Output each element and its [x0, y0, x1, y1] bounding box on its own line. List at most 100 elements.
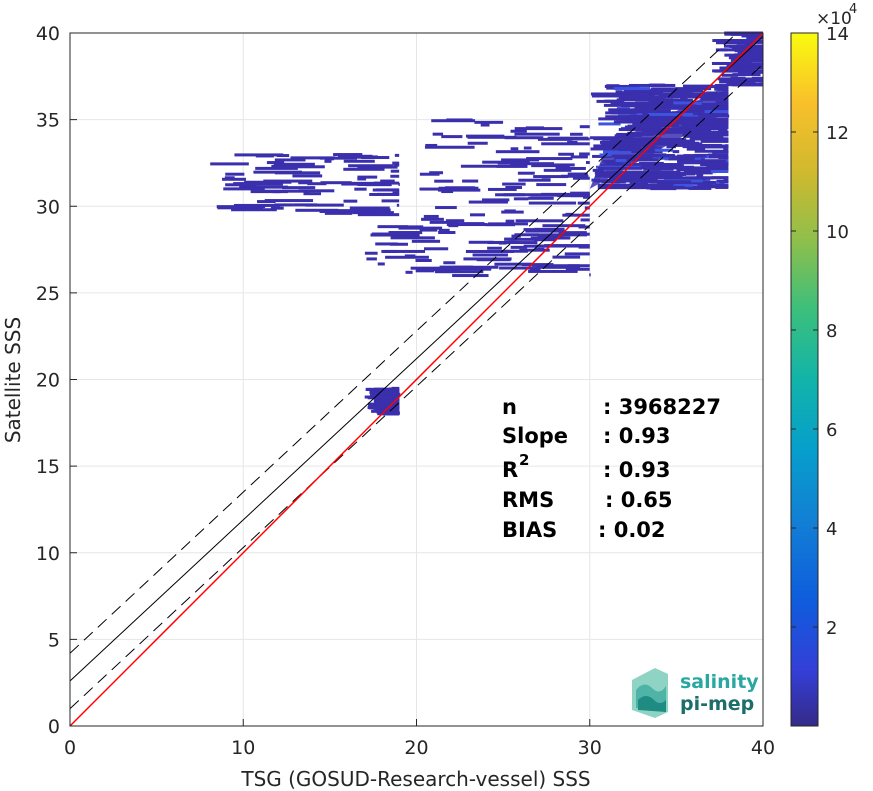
density-cell — [730, 76, 746, 80]
density-cell — [746, 36, 763, 40]
density-cell — [485, 223, 516, 227]
density-cell — [303, 192, 322, 196]
colorbar-ticks: 2 4 6 8 10 12 14 — [791, 24, 849, 639]
density-cell — [421, 217, 444, 221]
density-cell — [714, 126, 729, 130]
density-cell — [223, 187, 265, 191]
density-cell — [255, 166, 298, 170]
density-cell — [613, 141, 626, 145]
stat-rms-label: RMS — [502, 488, 554, 512]
density-cell — [523, 146, 532, 150]
density-cell — [671, 111, 727, 115]
density-cell — [618, 128, 674, 132]
density-cell — [607, 185, 648, 189]
density-cell — [419, 187, 449, 191]
density-cell — [624, 125, 661, 129]
density-cell — [708, 153, 729, 157]
density-cell — [704, 162, 729, 166]
density-cell — [718, 128, 728, 132]
density-cell — [352, 211, 394, 215]
density-cell — [372, 188, 400, 192]
density-cell — [518, 178, 551, 182]
density-cell — [419, 228, 438, 232]
density-cell — [434, 179, 454, 183]
density-cell — [533, 163, 575, 167]
density-cell — [405, 270, 413, 274]
stat-n-value: : 3968227 — [603, 395, 721, 419]
density-cell — [379, 412, 400, 416]
density-cell — [233, 182, 257, 186]
fit-line — [69, 36, 764, 682]
density-cell — [503, 249, 528, 253]
density-cell — [425, 143, 438, 147]
density-cell — [552, 255, 581, 259]
density-cell — [374, 401, 397, 405]
density-cell — [384, 249, 426, 253]
density-cell — [567, 140, 578, 144]
density-cell — [290, 156, 336, 160]
density-cloud — [210, 31, 764, 416]
density-cell — [654, 91, 664, 95]
density-cell — [381, 199, 400, 203]
density-cell — [501, 158, 540, 162]
density-cell — [460, 164, 498, 168]
density-cell — [719, 80, 755, 84]
density-cell — [688, 186, 712, 190]
density-cell — [598, 117, 637, 121]
stat-r2-sup: 2 — [519, 451, 529, 469]
density-cell — [703, 119, 729, 123]
density-cell — [377, 225, 408, 229]
density-cell — [696, 173, 704, 177]
density-cell — [716, 92, 729, 96]
colorbar-multiplier: ×10 — [816, 9, 852, 29]
density-cell — [639, 161, 664, 165]
density-cell — [377, 192, 400, 196]
logo-wave-icon — [632, 668, 668, 718]
density-cell — [683, 144, 717, 148]
density-cell — [274, 158, 306, 162]
density-cell — [615, 159, 627, 163]
density-cell — [561, 174, 589, 178]
density-cell — [375, 242, 398, 246]
density-cell — [366, 257, 377, 261]
density-cell — [574, 232, 582, 236]
density-cell — [515, 219, 564, 223]
density-cell — [390, 236, 435, 240]
density-cell — [547, 136, 588, 140]
density-cell — [510, 245, 528, 249]
density-cell — [633, 108, 652, 112]
density-cell — [496, 164, 528, 168]
density-cell — [390, 242, 408, 246]
density-cell — [359, 208, 391, 212]
density-cell — [697, 105, 719, 109]
density-cell — [737, 51, 763, 55]
density-cell — [254, 182, 283, 186]
density-cell — [720, 150, 729, 154]
density-cell — [239, 185, 288, 189]
stat-bias-label: BIAS — [502, 518, 557, 542]
stat-r2-value: : 0.93 — [603, 458, 671, 482]
density-cell — [270, 206, 284, 210]
density-cell — [472, 253, 508, 257]
density-cell — [354, 187, 367, 191]
density-cell — [675, 87, 712, 91]
density-cell — [504, 237, 516, 241]
density-cell — [292, 174, 323, 178]
density-cell — [424, 145, 475, 149]
density-cell — [611, 111, 637, 115]
density-cell — [504, 240, 516, 244]
density-cell — [714, 69, 753, 73]
density-cell — [567, 172, 588, 176]
density-cell — [438, 231, 456, 235]
density-cell — [697, 182, 713, 186]
density-cell — [504, 209, 516, 213]
density-cell — [305, 203, 344, 207]
x-tick-label: 20 — [404, 737, 428, 759]
density-cell — [256, 200, 276, 204]
density-cell — [348, 164, 393, 168]
density-cell — [398, 226, 443, 230]
colorbar-exponent: 4 — [849, 2, 857, 17]
density-cell — [656, 185, 676, 189]
density-cell — [510, 129, 527, 133]
density-cell — [528, 269, 578, 273]
